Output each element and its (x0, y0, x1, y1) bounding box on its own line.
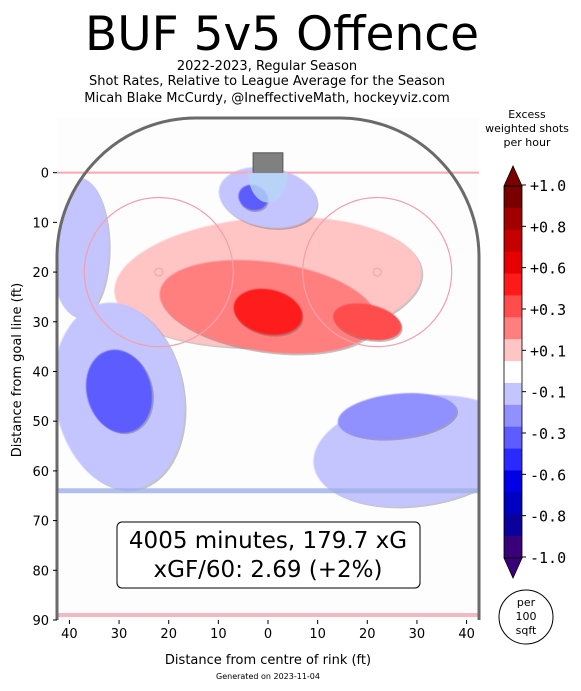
x-tick-label: 20 (160, 627, 177, 642)
summary-box: 4005 minutes, 179.7 xG xGF/60: 2.69 (+2%… (116, 521, 421, 589)
y-tick-label: 50 (32, 415, 49, 430)
y-tick-label: 10 (32, 216, 49, 231)
heat-region-right-circle-inner (333, 303, 402, 341)
y-tick-label: 80 (32, 564, 49, 579)
colorbar: Excess weighted shots per hour +1.0+0.8+… (485, 108, 569, 579)
colorbar-swatch (504, 426, 522, 450)
heatmap-layer (57, 166, 479, 509)
colorbar-tick-label: +0.6 (530, 260, 566, 278)
colorbar-frame (503, 185, 523, 559)
colorbar-swatch (504, 229, 522, 253)
subtitle-line-1: 2022-2023, Regular Season (177, 59, 357, 74)
goal-net (252, 152, 284, 174)
colorbar-tick-label: -1.0 (530, 549, 566, 567)
x-tick-label: 40 (458, 627, 475, 642)
x-tick-label: 20 (359, 627, 376, 642)
colorbar-ticks: +1.0 +0.8 +0.6 +0.3 +0.1 -0.1 -0.3 -0.6 -0.8 -1.0 (522, 177, 566, 567)
colorbar-swatch (504, 404, 522, 428)
colorbar-tick-label: -0.1 (530, 384, 566, 402)
colorbar-tick-label: +0.3 (530, 301, 566, 319)
summary-minutes-xg: 4005 minutes, 179.7 xG (129, 528, 407, 554)
colorbar-title-2: weighted shots (485, 122, 569, 135)
y-tick-label: 30 (32, 316, 49, 331)
y-tick-label: 0 (41, 167, 49, 182)
colorbar-swatch (504, 186, 522, 209)
colorbar-swatch (504, 339, 522, 362)
colorbar-swatch (504, 295, 522, 318)
colorbar-tick-label: +0.8 (530, 218, 566, 236)
y-tick-label: 90 (32, 614, 49, 629)
colorbar-swatch (504, 361, 522, 384)
x-axis-label: Distance from centre of rink (ft) (165, 653, 371, 668)
plot-area: 40 30 20 10 0 10 20 30 40 0 10 20 30 40 50 60 70 80 90 (32, 116, 481, 642)
summary-xgf60: xGF/60: 2.69 (+2%) (154, 557, 383, 583)
unit-note: per 100 sqft (498, 589, 554, 645)
x-tick-label: 30 (409, 627, 426, 642)
colorbar-tick-label: -0.3 (530, 425, 566, 443)
x-tick-label: 10 (210, 627, 227, 642)
subtitle-line-3: Micah Blake McCurdy, @IneffectiveMath, h… (84, 91, 450, 106)
axes: 40 30 20 10 0 10 20 30 40 0 10 20 30 40 50 60 70 80 90 (32, 167, 474, 642)
faceoff-dot-left (154, 267, 164, 277)
faceoff-circle-right (302, 196, 453, 348)
colorbar-tick-label: +0.1 (530, 342, 566, 360)
colorbar-swatch (504, 470, 522, 493)
x-tick-label: 10 (309, 627, 326, 642)
colorbar-title-3: per hour (504, 136, 551, 149)
colorbar-swatch (504, 536, 522, 559)
colorbar-swatch (504, 492, 522, 515)
y-tick-label: 20 (32, 266, 49, 281)
colorbar-tick-label: -0.6 (530, 466, 566, 484)
chart-title: BUF 5v5 Offence (85, 7, 479, 62)
colorbar-title-1: Excess (508, 108, 546, 121)
colorbar-swatch (504, 448, 522, 471)
colorbar-swatch (504, 273, 522, 296)
rink-boards (55, 116, 481, 620)
colorbar-tick-label: -0.8 (530, 508, 566, 526)
heat-region-right-point (337, 393, 457, 440)
unit-note-line-3: sqft (516, 624, 537, 637)
x-tick-label: 30 (111, 627, 128, 642)
colorbar-min-arrow (503, 557, 523, 579)
heat-region-slot-high-danger (233, 288, 303, 335)
x-tick-label: 40 (61, 627, 78, 642)
colorbar-tick-label: +1.0 (530, 177, 566, 195)
colorbar-swatch (504, 317, 522, 340)
faceoff-circle-left (83, 196, 234, 348)
generated-date: Generated on 2023-11-04 (216, 672, 320, 681)
rink-markings (57, 152, 479, 618)
subtitle-line-2: Shot Rates, Relative to League Average f… (89, 74, 445, 89)
colorbar-swatch (504, 251, 522, 275)
goal-crease (248, 172, 288, 203)
colorbar-swatches (503, 165, 523, 579)
faceoff-dot-right (372, 267, 382, 277)
x-tick-label: 0 (264, 627, 272, 642)
heat-region-left-point-lane (86, 349, 153, 434)
y-tick-label: 70 (32, 515, 49, 530)
y-tick-label: 40 (32, 365, 49, 380)
colorbar-swatch (504, 382, 522, 406)
colorbar-swatch (504, 207, 522, 231)
y-axis-label: Distance from goal line (ft) (10, 283, 25, 457)
y-tick-label: 60 (32, 465, 49, 480)
colorbar-swatch (504, 514, 522, 537)
unit-note-line-1: per (517, 596, 536, 609)
colorbar-max-arrow (503, 165, 523, 187)
unit-note-line-2: 100 (516, 610, 537, 623)
